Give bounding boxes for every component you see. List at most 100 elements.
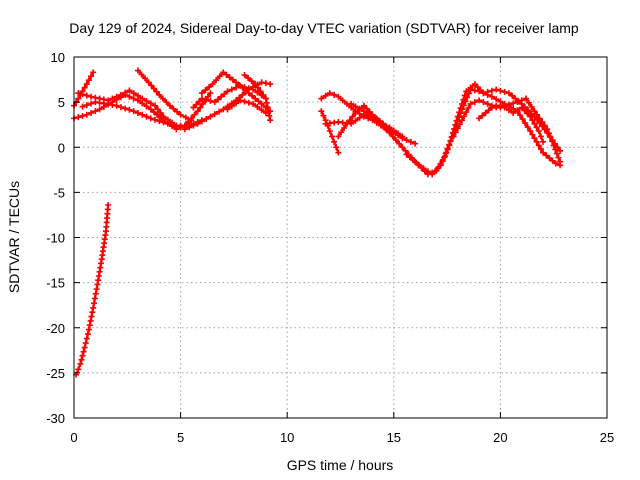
data-point [209,81,216,88]
interpolated-point [242,87,249,94]
x-tick-label: 5 [177,430,184,445]
x-tick-label: 20 [493,430,507,445]
interpolated-point [392,137,399,144]
interpolated-point [529,117,536,124]
y-tick-label: -15 [46,276,65,291]
interpolated-point [541,122,548,129]
data-point [224,88,231,95]
interpolated-point [320,112,327,119]
interpolated-point [92,290,99,297]
interpolated-point [434,165,441,172]
interpolated-point [543,152,550,159]
series-sat-e [134,67,195,124]
data-point [233,79,240,86]
data-point [352,109,359,116]
data-point [220,69,227,76]
data-point [459,117,466,124]
data-point [510,109,517,116]
data-point [194,108,201,115]
data-point [557,147,564,154]
interpolated-point [471,87,478,94]
data-point [318,95,325,102]
interpolated-point [211,111,218,118]
interpolated-point [216,73,223,80]
data-point [126,87,133,94]
data-point [386,124,393,131]
data-point [522,95,529,102]
interpolated-point [153,88,160,95]
data-point [160,113,167,120]
interpolated-point [352,103,359,110]
interpolated-point [517,112,524,119]
data-point [75,90,82,97]
interpolated-point [432,168,439,175]
interpolated-point [459,100,466,107]
interpolated-point [252,95,259,102]
data-point [79,103,86,110]
axis-ticks: -30 -25 -20 -15 -10 -5 0 5 10 0 5 10 15 20 25 [46,50,614,445]
y-tick-label: 10 [51,50,65,65]
series-sat-k [73,202,112,378]
data-point [501,104,508,111]
data-point [166,102,173,109]
interpolated-point [228,103,235,110]
interpolated-point [254,84,261,91]
interpolated-point [160,119,167,126]
interpolated-point [331,91,338,98]
interpolated-point [213,77,220,84]
data-point [326,128,333,135]
interpolated-point [389,133,396,140]
data-point [518,104,525,111]
data-point [476,115,483,122]
data-point [267,81,274,88]
interpolated-point [143,97,150,104]
interpolated-point [488,87,495,94]
data-point [437,162,444,169]
data-point [403,151,410,158]
interpolated-point [255,98,262,105]
interpolated-point [406,154,413,161]
data-point [467,100,474,107]
interpolated-point [139,111,146,118]
data-point [145,79,152,86]
interpolated-point [78,356,85,363]
interpolated-point [185,118,192,125]
interpolated-point [396,140,403,147]
data-point [117,91,124,98]
data-point [83,81,90,88]
interpolated-point [266,112,273,119]
interpolated-point [223,71,230,78]
interpolated-point [463,109,470,116]
data-point [198,90,205,97]
interpolated-point [403,137,410,144]
data-point [188,117,195,124]
plot-area [71,67,564,378]
interpolated-point [154,111,161,118]
interpolated-point [519,116,526,123]
interpolated-point [174,108,181,115]
interpolated-point [204,93,211,100]
interpolated-point [505,101,512,108]
data-point [326,90,333,97]
interpolated-point [457,105,464,112]
interpolated-point [341,124,348,131]
series-sat-i [224,97,269,116]
interpolated-point [236,81,243,88]
interpolated-point [484,88,491,95]
interpolated-point [163,99,170,106]
interpolated-point [365,111,372,118]
data-point [348,100,355,107]
interpolated-point [249,92,256,99]
data-point [343,120,350,127]
interpolated-point [248,78,255,85]
interpolated-point [228,86,235,93]
interpolated-point [456,109,463,116]
interpolated-point [480,99,487,106]
interpolated-point [75,95,82,102]
interpolated-point [444,146,451,153]
interpolated-point [346,117,353,124]
data-point [360,102,367,109]
data-point [540,149,547,156]
interpolated-point [122,105,129,112]
interpolated-point [156,118,163,125]
